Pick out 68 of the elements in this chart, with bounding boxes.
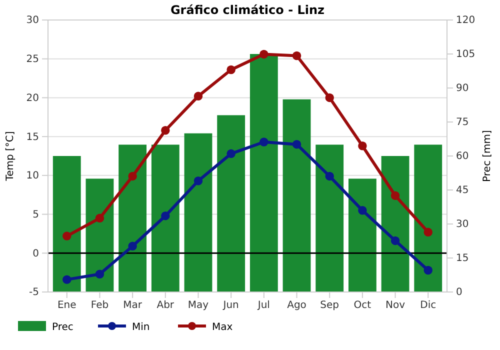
point [194,176,203,186]
bar [250,54,278,292]
x-tick-label: Ene [57,300,76,312]
y2-tick-label: 105 [456,49,476,60]
point [292,51,302,60]
point [226,149,236,158]
x-tick-label: Jul [256,300,270,312]
point [325,93,334,102]
y2-tick-label: 0 [456,287,462,298]
point [358,142,367,150]
x-tick-label: Abr [156,300,175,312]
y2-axis-title: Prec [mm] [482,130,493,182]
point [424,228,432,237]
point [62,275,72,284]
bar [184,133,212,292]
bar [151,144,180,292]
x-tick-label: Nov [386,300,406,312]
point [95,270,104,278]
y-tick-label: 25 [26,54,39,66]
bar [282,99,311,292]
y-tick-label: 5 [32,209,39,220]
x-tick-label: Ago [287,300,306,312]
point [390,191,400,200]
point [226,65,236,74]
y-tick-label: 20 [26,92,39,104]
x-tick-label: Mar [123,300,143,312]
chart-title: Gráfico climático - Linz [170,3,325,17]
y-tick-label: 30 [26,15,39,26]
legend-label: Prec [52,322,74,333]
bar [414,144,442,292]
point [260,138,268,146]
point [390,236,400,246]
x-tick-label: Oct [354,300,372,312]
bar [316,144,344,292]
bar [52,156,81,292]
y-axis-title: Temp [°C] [5,131,16,182]
point [95,214,104,223]
y-tick-label: 10 [26,170,39,182]
y2-tick-label: 60 [456,151,469,162]
point [128,172,137,181]
point [292,140,302,149]
x-tick-label: Sep [320,300,340,312]
x-tick-label: May [188,300,209,312]
y-tick-label: -5 [29,287,39,298]
point [194,92,203,101]
point [358,206,367,215]
legend-label: Max [212,322,233,333]
point [424,266,432,275]
y2-tick-label: 90 [456,83,469,94]
point [161,126,170,135]
y2-tick-label: 120 [456,15,476,26]
point [161,211,170,220]
y2-tick-label: 15 [456,253,469,264]
point [128,242,137,251]
y2-tick-label: 45 [456,185,469,196]
y-tick-label: 0 [32,248,39,260]
x-tick-label: Dic [420,300,436,312]
x-tick-label: Feb [90,300,109,312]
point [325,172,334,181]
point [260,50,268,59]
legend-label: Min [132,322,150,333]
point [62,232,72,240]
y2-tick-label: 75 [456,117,469,128]
x-tick-label: Jun [222,300,239,312]
y-tick-label: 15 [26,132,39,143]
bar [348,178,376,292]
bar [217,115,246,292]
y2-tick-label: 30 [456,219,469,230]
